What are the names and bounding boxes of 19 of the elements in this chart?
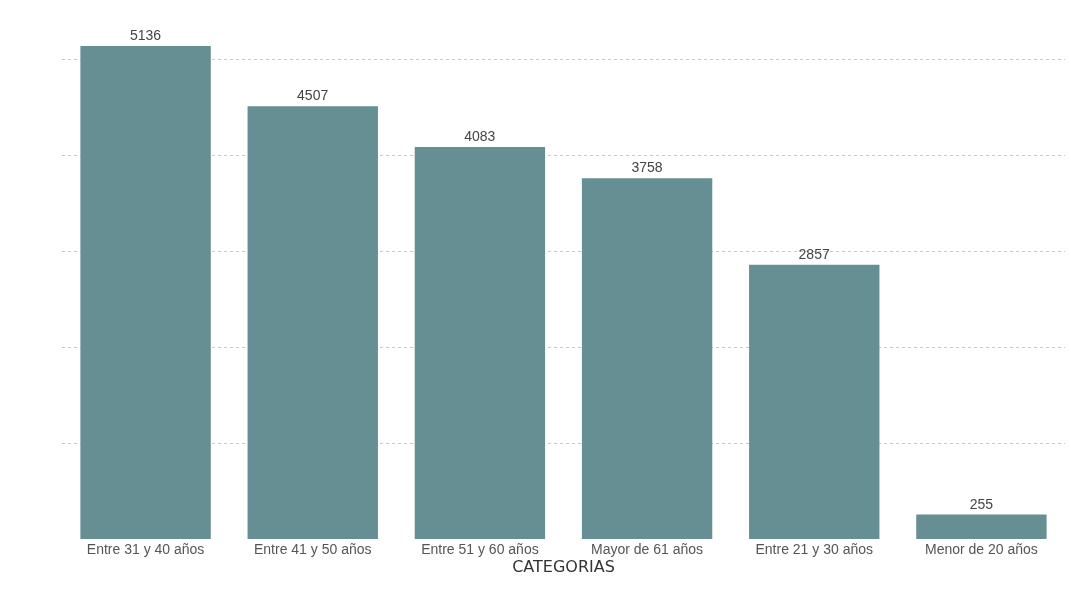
data-label: 3758 [631,159,663,176]
bar [581,178,713,539]
data-label: 4083 [464,128,496,145]
x-tick-label: Entre 21 y 30 años [755,541,874,557]
x-axis-title: CATEGORIAS [512,557,615,576]
data-label: 255 [969,495,994,512]
bar [80,45,211,539]
x-tick-label: Mayor de 61 años [591,541,704,557]
bar [749,264,880,539]
bar [916,514,1047,539]
x-tick-label: Menor de 20 años [924,541,1038,557]
data-label: 5136 [129,26,162,43]
bar [414,147,546,539]
x-tick-label: Entre 31 y 40 años [86,541,205,557]
bar [247,106,378,539]
data-label: 2857 [798,245,830,262]
data-label: 4507 [297,87,329,104]
x-tick-label: Entre 51 y 60 años [421,541,539,557]
x-tick-label: Entre 41 y 50 años [253,541,372,557]
